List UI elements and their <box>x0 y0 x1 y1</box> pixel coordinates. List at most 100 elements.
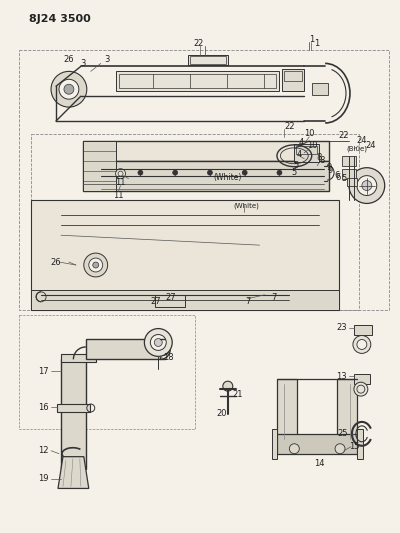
Text: (White): (White) <box>234 202 260 209</box>
Polygon shape <box>58 457 89 488</box>
Text: 4: 4 <box>299 139 304 147</box>
Text: 21: 21 <box>232 390 243 399</box>
Text: 3: 3 <box>104 55 109 64</box>
Text: (White): (White) <box>214 173 242 182</box>
Circle shape <box>64 84 74 94</box>
Circle shape <box>208 170 212 175</box>
Text: 2: 2 <box>194 39 199 48</box>
Polygon shape <box>83 161 329 190</box>
Circle shape <box>353 335 371 353</box>
Circle shape <box>93 262 99 268</box>
Polygon shape <box>278 434 357 454</box>
Bar <box>354 325 372 335</box>
Polygon shape <box>31 290 339 310</box>
Text: 13: 13 <box>336 372 347 381</box>
Bar <box>347 177 357 185</box>
Text: 9: 9 <box>328 166 333 175</box>
Text: 12: 12 <box>38 446 49 455</box>
Circle shape <box>354 382 368 396</box>
Polygon shape <box>337 379 357 439</box>
Text: 22: 22 <box>284 123 295 132</box>
Circle shape <box>84 253 108 277</box>
Text: 9: 9 <box>326 163 332 172</box>
Circle shape <box>51 71 87 107</box>
Text: 24: 24 <box>357 136 367 146</box>
Circle shape <box>154 338 162 346</box>
Text: 10: 10 <box>307 141 318 150</box>
Text: 26: 26 <box>51 257 61 266</box>
Polygon shape <box>86 340 160 359</box>
Bar <box>282 69 304 91</box>
Circle shape <box>242 170 247 175</box>
Text: 22: 22 <box>339 132 349 140</box>
Polygon shape <box>278 379 297 439</box>
Text: 8: 8 <box>316 154 322 162</box>
Bar <box>284 71 302 82</box>
Text: 8J24 3500: 8J24 3500 <box>29 14 91 24</box>
Text: 1: 1 <box>308 35 314 44</box>
Text: 23: 23 <box>336 323 347 332</box>
Polygon shape <box>116 71 280 91</box>
Polygon shape <box>61 354 96 362</box>
Text: (Blue): (Blue) <box>346 146 368 152</box>
Text: 11: 11 <box>115 178 126 187</box>
Text: 6: 6 <box>335 173 341 182</box>
Text: 7: 7 <box>245 297 250 306</box>
Text: 10: 10 <box>304 130 314 139</box>
Text: 27: 27 <box>150 297 161 306</box>
Text: 8: 8 <box>320 156 325 165</box>
Text: 5: 5 <box>341 174 347 183</box>
Text: 17: 17 <box>38 367 49 376</box>
Text: 5: 5 <box>292 168 297 177</box>
Circle shape <box>357 340 367 350</box>
Bar <box>190 56 226 64</box>
Polygon shape <box>31 200 339 310</box>
Text: 26: 26 <box>64 55 74 64</box>
Bar <box>296 146 317 154</box>
Polygon shape <box>61 359 86 469</box>
Circle shape <box>59 79 79 99</box>
Circle shape <box>289 444 299 454</box>
Bar <box>342 168 356 179</box>
Circle shape <box>349 168 385 204</box>
Bar <box>188 55 228 66</box>
Circle shape <box>173 170 178 175</box>
Text: 3: 3 <box>80 59 86 68</box>
Circle shape <box>223 381 233 391</box>
Circle shape <box>144 328 172 357</box>
Text: 2: 2 <box>197 39 203 48</box>
Circle shape <box>335 444 345 454</box>
Text: 15: 15 <box>349 442 359 451</box>
Bar <box>57 404 90 412</box>
Circle shape <box>357 176 377 196</box>
Text: 16: 16 <box>38 402 49 411</box>
Circle shape <box>89 258 103 272</box>
Bar <box>342 156 356 166</box>
Text: 4: 4 <box>297 150 302 159</box>
Text: 24: 24 <box>366 141 376 150</box>
Circle shape <box>150 335 166 350</box>
Text: 7: 7 <box>272 293 277 302</box>
Circle shape <box>138 170 143 175</box>
Polygon shape <box>83 141 116 190</box>
Circle shape <box>277 170 282 175</box>
Text: 14: 14 <box>314 459 324 468</box>
Polygon shape <box>272 429 278 459</box>
Bar <box>312 83 328 95</box>
Circle shape <box>116 168 126 179</box>
Text: 27: 27 <box>165 293 176 302</box>
Bar <box>294 144 319 161</box>
Polygon shape <box>357 429 363 459</box>
Bar <box>155 295 185 306</box>
Text: 19: 19 <box>38 474 49 483</box>
Text: 18: 18 <box>163 353 174 362</box>
Circle shape <box>362 181 372 190</box>
Text: 5: 5 <box>294 161 299 170</box>
Text: 6: 6 <box>334 171 340 180</box>
Text: 25: 25 <box>338 429 348 438</box>
Text: 1: 1 <box>314 39 320 48</box>
Polygon shape <box>83 141 329 161</box>
Bar <box>354 374 370 384</box>
Text: 20: 20 <box>216 409 227 418</box>
Text: 11: 11 <box>113 191 124 200</box>
